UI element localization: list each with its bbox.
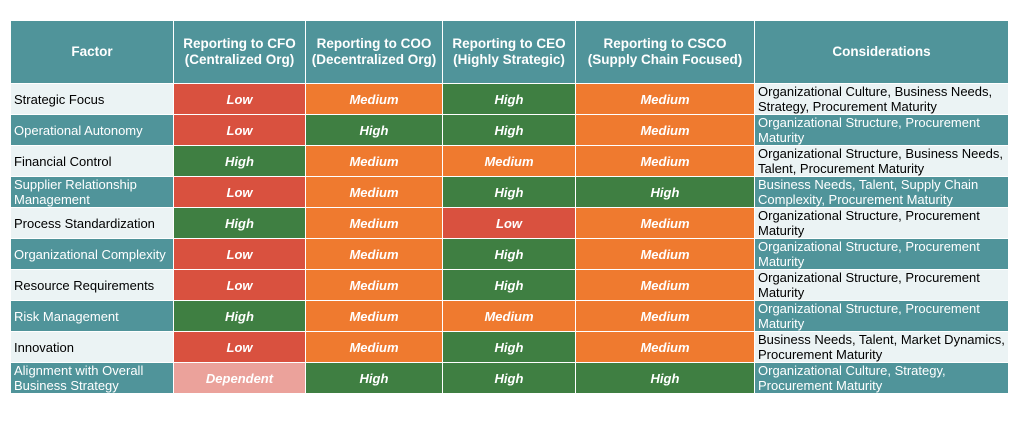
rating-cell-csco: Medium [575,83,755,115]
rating-cell-cfo: Dependent [173,362,306,394]
rating-cell-ceo: High [442,331,576,363]
rating-cell-coo: Medium [305,331,443,363]
rating-cell-coo: Medium [305,145,443,177]
factor-cell: Process Standardization [10,207,174,239]
rating-cell-coo: Medium [305,269,443,301]
table-row: Process Standardization High Medium Low Medi… [10,207,1009,239]
considerations-cell: Organizational Structure, Procurement Ma… [754,238,1009,270]
factor-cell: Organizational Complexity [10,238,174,270]
rating-cell-cfo: Low [173,331,306,363]
rating-cell-csco: Medium [575,114,755,146]
header-csco: Reporting to CSCO (Supply Chain Focused) [575,20,755,84]
table-row: Operational Autonomy Low High High Medium Org… [10,114,1009,146]
rating-cell-ceo: High [442,83,576,115]
header-cfo: Reporting to CFO (Centralized Org) [173,20,306,84]
header-factor: Factor [10,20,174,84]
considerations-cell: Organizational Structure, Business Needs… [754,145,1009,177]
considerations-cell: Organizational Structure, Procurement Ma… [754,300,1009,332]
factor-cell: Resource Requirements [10,269,174,301]
table-row: Strategic Focus Low Medium High Medium Organi… [10,83,1009,115]
header-considerations: Considerations [754,20,1009,84]
rating-cell-cfo: High [173,300,306,332]
rating-cell-ceo: High [442,176,576,208]
table-row: Resource Requirements Low Medium High Medium… [10,269,1009,301]
rating-cell-csco: High [575,362,755,394]
rating-cell-coo: Medium [305,238,443,270]
table-row: Organizational Complexity Low Medium High Me… [10,238,1009,270]
rating-cell-coo: High [305,362,443,394]
header-coo: Reporting to COO (Decentralized Org) [305,20,443,84]
factor-cell: Operational Autonomy [10,114,174,146]
rating-cell-ceo: Medium [442,145,576,177]
rating-cell-coo: Medium [305,207,443,239]
rating-cell-coo: Medium [305,176,443,208]
header-row: Factor Reporting to CFO (Centralized Org… [10,20,1009,84]
table-row: Alignment with Overall Business Strategy… [10,362,1009,394]
considerations-cell: Organizational Structure, Procurement Ma… [754,269,1009,301]
rating-cell-csco: Medium [575,207,755,239]
rating-cell-coo: Medium [305,300,443,332]
rating-cell-csco: Medium [575,269,755,301]
table-row: Supplier Relationship Management Low Mediu… [10,176,1009,208]
rating-cell-csco: High [575,176,755,208]
rating-cell-csco: Medium [575,331,755,363]
considerations-cell: Business Needs, Talent, Market Dynamics,… [754,331,1009,363]
comparison-table: Factor Reporting to CFO (Centralized Org… [10,20,1009,394]
considerations-cell: Organizational Culture, Business Needs, … [754,83,1009,115]
table-row: Financial Control High Medium Medium Medium O… [10,145,1009,177]
rating-cell-ceo: Low [442,207,576,239]
considerations-cell: Organizational Structure, Procurement Ma… [754,207,1009,239]
rating-cell-ceo: High [442,362,576,394]
factor-cell: Strategic Focus [10,83,174,115]
factor-cell: Financial Control [10,145,174,177]
considerations-cell: Business Needs, Talent, Supply Chain Com… [754,176,1009,208]
rating-cell-ceo: High [442,269,576,301]
considerations-cell: Organizational Culture, Strategy, Procur… [754,362,1009,394]
rating-cell-cfo: Low [173,269,306,301]
header-ceo: Reporting to CEO (Highly Strategic) [442,20,576,84]
factor-cell: Supplier Relationship Management [10,176,174,208]
rating-cell-csco: Medium [575,300,755,332]
rating-cell-csco: Medium [575,145,755,177]
rating-cell-cfo: High [173,145,306,177]
table-row: Innovation Low Medium High Medium Business Ne… [10,331,1009,363]
rating-cell-cfo: Low [173,83,306,115]
rating-cell-ceo: High [442,114,576,146]
table-row: Risk Management High Medium Medium Medium Org… [10,300,1009,332]
factor-cell: Innovation [10,331,174,363]
rating-cell-cfo: Low [173,238,306,270]
rating-cell-coo: Medium [305,83,443,115]
rating-cell-cfo: High [173,207,306,239]
rating-cell-ceo: High [442,238,576,270]
factor-cell: Alignment with Overall Business Strategy [10,362,174,394]
rating-cell-coo: High [305,114,443,146]
factor-cell: Risk Management [10,300,174,332]
rating-cell-cfo: Low [173,114,306,146]
rating-cell-ceo: Medium [442,300,576,332]
considerations-cell: Organizational Structure, Procurement Ma… [754,114,1009,146]
rating-cell-csco: Medium [575,238,755,270]
rating-cell-cfo: Low [173,176,306,208]
